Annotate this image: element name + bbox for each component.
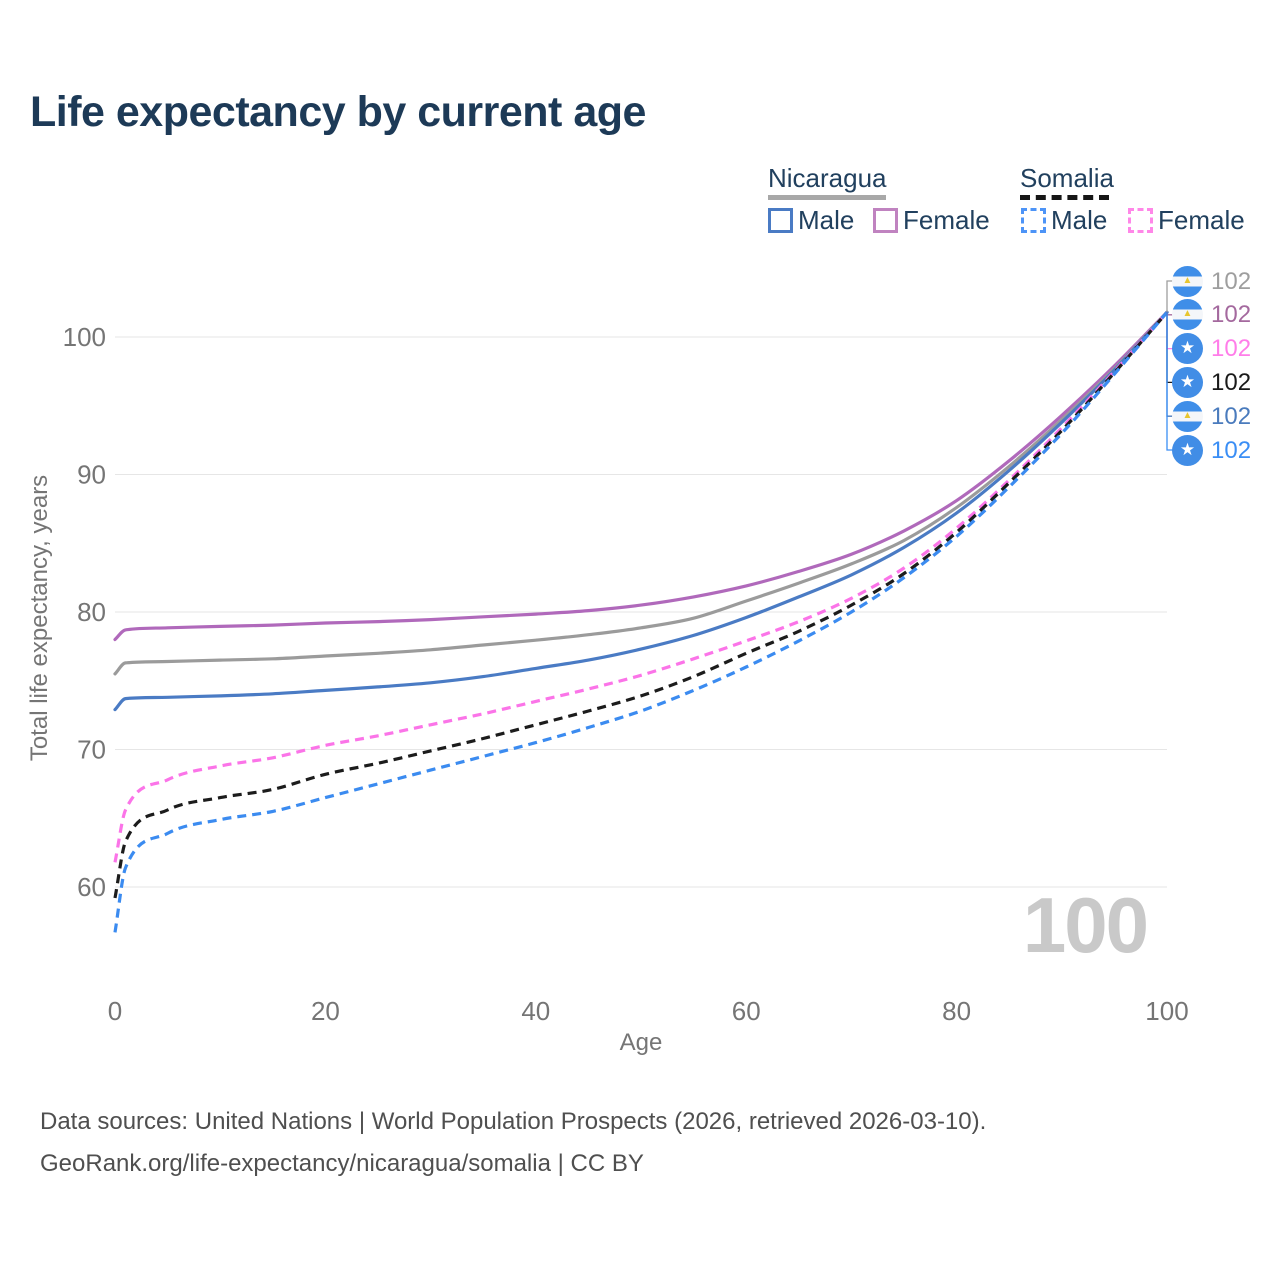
- legend-group-somalia[interactable]: Somalia: [1020, 163, 1114, 193]
- end-label-value: 102: [1211, 301, 1252, 329]
- somalia-line-swatch: [1020, 195, 1109, 200]
- nicaragua-female-swatch-icon: [873, 207, 898, 233]
- x-axis-title: Age: [620, 1029, 663, 1056]
- y-tick-label: 60: [77, 872, 106, 902]
- age-watermark: 100: [1022, 881, 1149, 969]
- footer-sources: Data sources: United Nations | World Pop…: [40, 1108, 987, 1135]
- series-line-somalia[interactable]: [113, 311, 1169, 899]
- series-line-nicaragua-male[interactable]: [113, 310, 1169, 712]
- series-line-somalia-male[interactable]: [113, 311, 1169, 933]
- x-tick-label: 0: [108, 996, 122, 1026]
- legend-item-label: Female: [903, 205, 990, 235]
- end-label-row: 102: [1172, 299, 1251, 331]
- end-label-value: 102: [1211, 335, 1252, 363]
- footer-attribution: GeoRank.org/life-expectancy/nicaragua/so…: [40, 1150, 644, 1177]
- legend-item-label: Female: [1158, 205, 1245, 235]
- nicaragua-flag-icon: [1172, 400, 1203, 432]
- page-title: Life expectancy by current age: [30, 88, 646, 136]
- y-tick-label: 100: [63, 322, 106, 352]
- series-line-nicaragua-female[interactable]: [113, 310, 1169, 642]
- somalia-flag-icon: [1172, 333, 1203, 365]
- legend-item-nicaragua-female[interactable]: Female: [873, 206, 990, 234]
- series-line-nicaragua[interactable]: [113, 310, 1169, 676]
- y-tick-label: 90: [77, 460, 106, 490]
- end-label-value: 102: [1211, 267, 1252, 295]
- legend-item-somalia-male[interactable]: Male: [1021, 206, 1107, 234]
- x-tick-label: 20: [311, 996, 340, 1026]
- end-label-row: 102: [1172, 265, 1251, 297]
- nicaragua-flag-icon: [1172, 299, 1203, 331]
- end-label-row: 102: [1172, 333, 1251, 365]
- nicaragua-line-swatch: [768, 195, 886, 200]
- somalia-flag-icon: [1172, 434, 1203, 466]
- end-label-row: 102: [1172, 400, 1251, 432]
- end-label-value: 102: [1211, 402, 1252, 430]
- legend-item-somalia-female[interactable]: Female: [1128, 206, 1245, 234]
- series-line-somalia-female[interactable]: [113, 311, 1169, 863]
- y-tick-label: 70: [77, 735, 106, 765]
- y-axis-title: Total life expectancy, years: [26, 475, 53, 761]
- somalia-female-swatch-icon: [1128, 207, 1153, 233]
- somalia-male-swatch-icon: [1021, 207, 1046, 233]
- y-tick-label: 80: [77, 597, 106, 627]
- somalia-flag-icon: [1172, 366, 1203, 398]
- end-label-row: 102: [1172, 366, 1251, 398]
- x-tick-label: 40: [521, 996, 550, 1026]
- end-label-value: 102: [1211, 368, 1252, 396]
- x-tick-label: 100: [1145, 996, 1188, 1026]
- x-tick-label: 80: [942, 996, 971, 1026]
- nicaragua-male-swatch-icon: [768, 207, 793, 233]
- legend-group-nicaragua[interactable]: Nicaragua: [768, 163, 887, 193]
- x-tick-label: 60: [732, 996, 761, 1026]
- end-label-row: 102: [1172, 434, 1251, 466]
- legend-item-label: Male: [1051, 205, 1108, 235]
- end-label-value: 102: [1211, 436, 1252, 464]
- legend-item-label: Male: [798, 205, 855, 235]
- nicaragua-flag-icon: [1172, 265, 1203, 297]
- legend-item-nicaragua-male[interactable]: Male: [768, 206, 854, 234]
